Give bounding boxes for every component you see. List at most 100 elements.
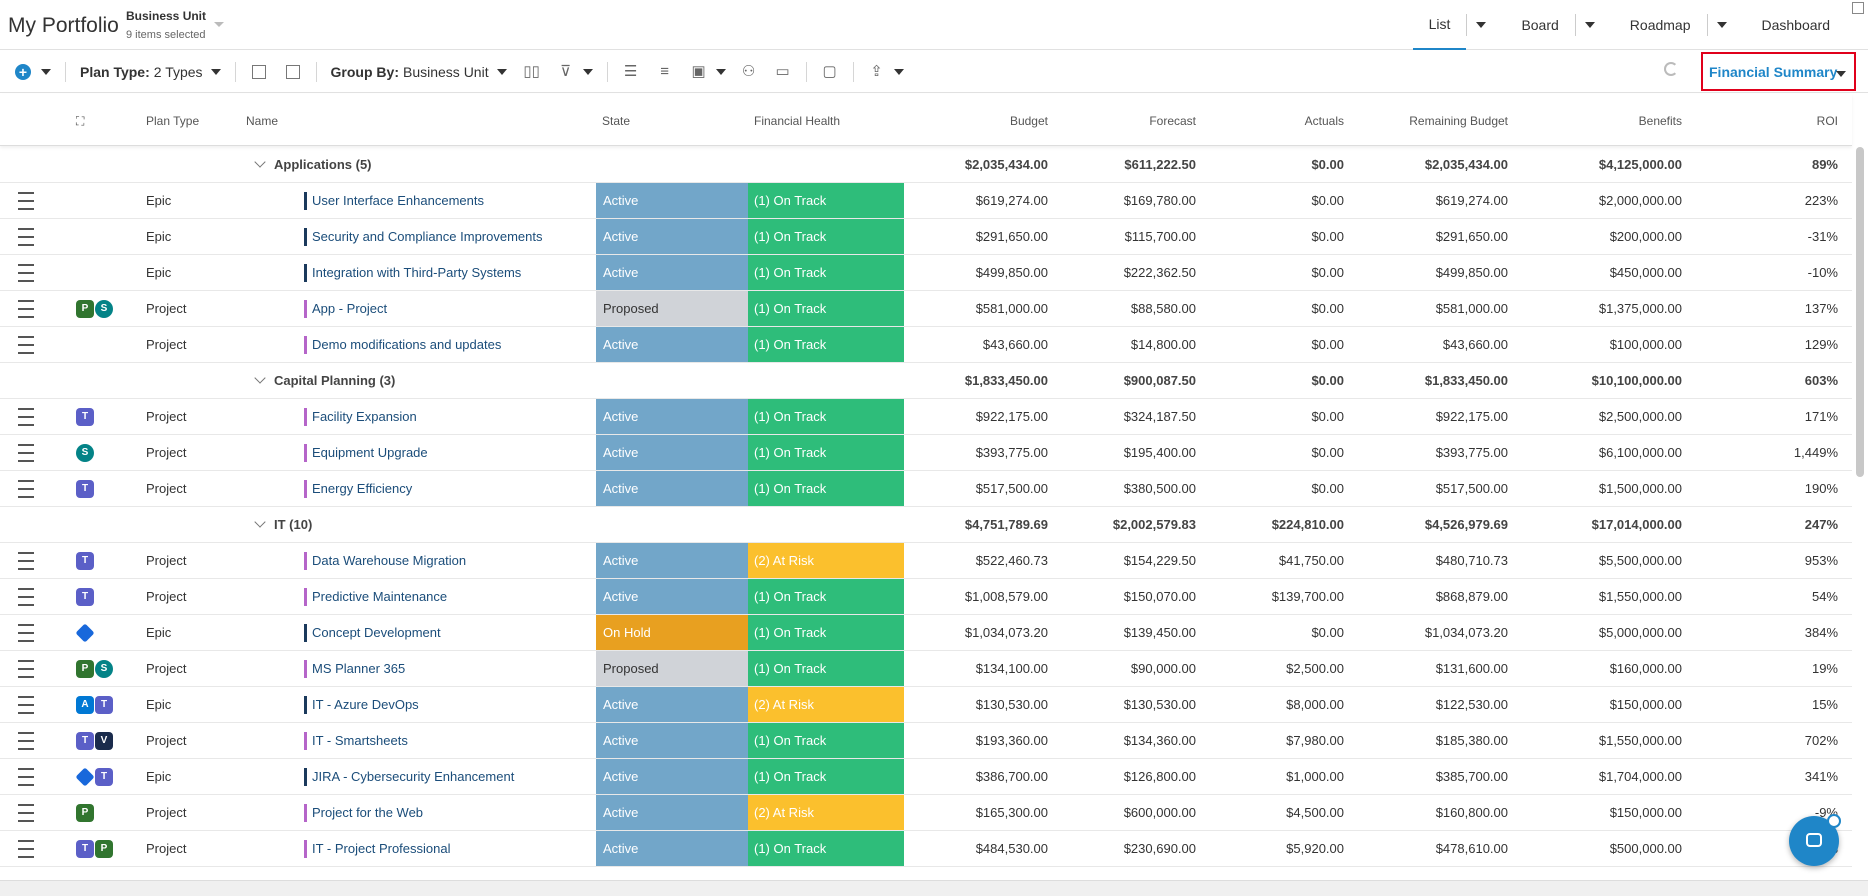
drag-handle-icon[interactable] (18, 291, 34, 326)
financial-health-cell[interactable]: (2) At Risk (748, 795, 904, 830)
financial-health-cell[interactable]: (1) On Track (748, 651, 904, 686)
table-row[interactable]: T Project Data Warehouse Migration Active (2… (0, 543, 1852, 579)
item-name-link[interactable]: App - Project (304, 291, 387, 326)
col-plan-type[interactable]: Plan Type (146, 114, 200, 128)
table-row[interactable]: S Project Equipment Upgrade Active (1) On Tr… (0, 435, 1852, 471)
item-name-link[interactable]: IT - Project Professional (304, 831, 450, 866)
columns-icon[interactable]: ▯▯ (523, 62, 540, 80)
table-row[interactable]: Epic Security and Compliance Improvements… (0, 219, 1852, 255)
financial-health-cell[interactable]: (2) At Risk (748, 543, 904, 578)
layout-dropdown-icon[interactable] (715, 68, 726, 75)
list-icon[interactable]: ☰ (623, 62, 638, 80)
group-toggle[interactable]: Capital Planning (3) (254, 363, 395, 398)
financial-health-cell[interactable]: (1) On Track (748, 723, 904, 758)
group-row[interactable]: Applications (5) $2,035,434.00 $611,222.50… (0, 147, 1852, 183)
financial-health-cell[interactable]: (1) On Track (748, 615, 904, 650)
state-cell[interactable]: Active (596, 543, 748, 578)
table-row[interactable]: P S Project MS Planner 365 Proposed (1) On Tr… (0, 651, 1852, 687)
tab-list[interactable]: List (1412, 0, 1467, 50)
expand-icon[interactable] (1852, 2, 1864, 14)
export-dropdown-icon[interactable] (893, 68, 904, 75)
vertical-scrollbar[interactable] (1856, 147, 1864, 477)
drag-handle-icon[interactable] (18, 651, 34, 686)
comment-icon[interactable]: ▢ (822, 62, 837, 80)
drag-handle-icon[interactable] (18, 759, 34, 794)
drag-handle-icon[interactable] (18, 219, 34, 254)
state-cell[interactable]: Proposed (596, 291, 748, 326)
expand-all-icon[interactable] (251, 64, 266, 79)
state-cell[interactable]: Active (596, 183, 748, 218)
col-budget[interactable]: Budget (1009, 114, 1048, 128)
filter-icon[interactable]: ⊽ (560, 62, 572, 80)
table-row[interactable]: A T Epic IT - Azure DevOps Active (2) At Risk… (0, 687, 1852, 723)
drag-handle-icon[interactable] (18, 183, 34, 218)
drag-handle-icon[interactable] (18, 795, 34, 830)
table-row[interactable]: Project Demo modifications and updates Act… (0, 327, 1852, 363)
drag-handle-icon[interactable] (18, 255, 34, 290)
gantt-icon[interactable]: ≡ (660, 62, 669, 80)
state-cell[interactable]: Active (596, 831, 748, 866)
drag-handle-icon[interactable] (18, 687, 34, 722)
financial-health-cell[interactable]: (1) On Track (748, 291, 904, 326)
table-row[interactable]: Epic Concept Development On Hold (1) On Tra… (0, 615, 1852, 651)
table-row[interactable]: Epic User Interface Enhancements Active (1)… (0, 183, 1852, 219)
state-cell[interactable]: Active (596, 471, 748, 506)
state-cell[interactable]: Proposed (596, 651, 748, 686)
layout-icon[interactable]: ▣ (691, 62, 706, 80)
state-cell[interactable]: Active (596, 255, 748, 290)
group-row[interactable]: IT (10) $4,751,789.69 $2,002,579.83 $224,81… (0, 507, 1852, 543)
refresh-icon[interactable] (1664, 62, 1678, 76)
item-name-link[interactable]: IT - Smartsheets (304, 723, 408, 758)
people-icon[interactable]: ⚇ (741, 62, 756, 80)
col-forecast[interactable]: Forecast (1149, 114, 1196, 128)
financial-health-cell[interactable]: (1) On Track (748, 759, 904, 794)
state-cell[interactable]: Active (596, 579, 748, 614)
chat-button[interactable] (1789, 814, 1841, 866)
item-name-link[interactable]: Facility Expansion (304, 399, 417, 434)
table-row[interactable]: T Epic JIRA - Cybersecurity Enhancement Act… (0, 759, 1852, 795)
collapse-all-icon[interactable] (285, 64, 300, 79)
tab-roadmap[interactable]: Roadmap (1629, 17, 1691, 33)
col-actuals[interactable]: Actuals (1304, 114, 1344, 128)
table-row[interactable]: Epic Integration with Third-Party Systems… (0, 255, 1852, 291)
add-button[interactable]: + (0, 51, 59, 93)
drag-handle-icon[interactable] (18, 615, 34, 650)
export-icon[interactable]: ⇪ (870, 62, 883, 80)
state-cell[interactable]: Active (596, 795, 748, 830)
drag-handle-icon[interactable] (18, 399, 34, 434)
state-cell[interactable]: Active (596, 327, 748, 362)
item-name-link[interactable]: Equipment Upgrade (304, 435, 428, 470)
item-name-link[interactable]: Predictive Maintenance (304, 579, 447, 614)
tab-dashboard[interactable]: Dashboard (1761, 17, 1831, 33)
drag-handle-icon[interactable] (18, 471, 34, 506)
state-cell[interactable]: Active (596, 759, 748, 794)
tab-roadmap-dropdown[interactable] (1708, 0, 1736, 50)
drag-handle-icon[interactable] (18, 579, 34, 614)
table-row[interactable]: P Project Project for the Web Active (2) At … (0, 795, 1852, 831)
col-state[interactable]: State (602, 114, 631, 128)
tab-list-dropdown[interactable] (1467, 0, 1495, 50)
financial-health-cell[interactable]: (1) On Track (748, 831, 904, 866)
view-selector-financial-summary[interactable]: Financial Summary (1701, 52, 1856, 91)
item-name-link[interactable]: Security and Compliance Improvements (304, 219, 543, 254)
financial-health-cell[interactable]: (1) On Track (748, 471, 904, 506)
state-cell[interactable]: Active (596, 399, 748, 434)
tab-board[interactable]: Board (1521, 17, 1559, 33)
item-name-link[interactable]: Energy Efficiency (304, 471, 412, 506)
financial-health-cell[interactable]: (1) On Track (748, 579, 904, 614)
table-row[interactable]: T V Project IT - Smartsheets Active (1) On Tr… (0, 723, 1852, 759)
business-unit-selector[interactable]: Business Unit 9 items selected (126, 9, 206, 41)
item-name-link[interactable]: JIRA - Cybersecurity Enhancement (304, 759, 514, 794)
money-icon[interactable]: ▭ (775, 62, 790, 80)
financial-health-cell[interactable]: (1) On Track (748, 255, 904, 290)
table-row[interactable]: T Project Predictive Maintenance Active (1) … (0, 579, 1852, 615)
horizontal-scrollbar[interactable] (0, 880, 1868, 896)
item-name-link[interactable]: Demo modifications and updates (304, 327, 501, 362)
drag-handle-icon[interactable] (18, 831, 34, 866)
drag-handle-icon[interactable] (18, 435, 34, 470)
state-cell[interactable]: On Hold (596, 615, 748, 650)
state-cell[interactable]: Active (596, 219, 748, 254)
drag-handle-icon[interactable] (18, 723, 34, 758)
filter-dropdown-icon[interactable] (582, 68, 593, 75)
col-financial-health[interactable]: Financial Health (754, 114, 841, 128)
